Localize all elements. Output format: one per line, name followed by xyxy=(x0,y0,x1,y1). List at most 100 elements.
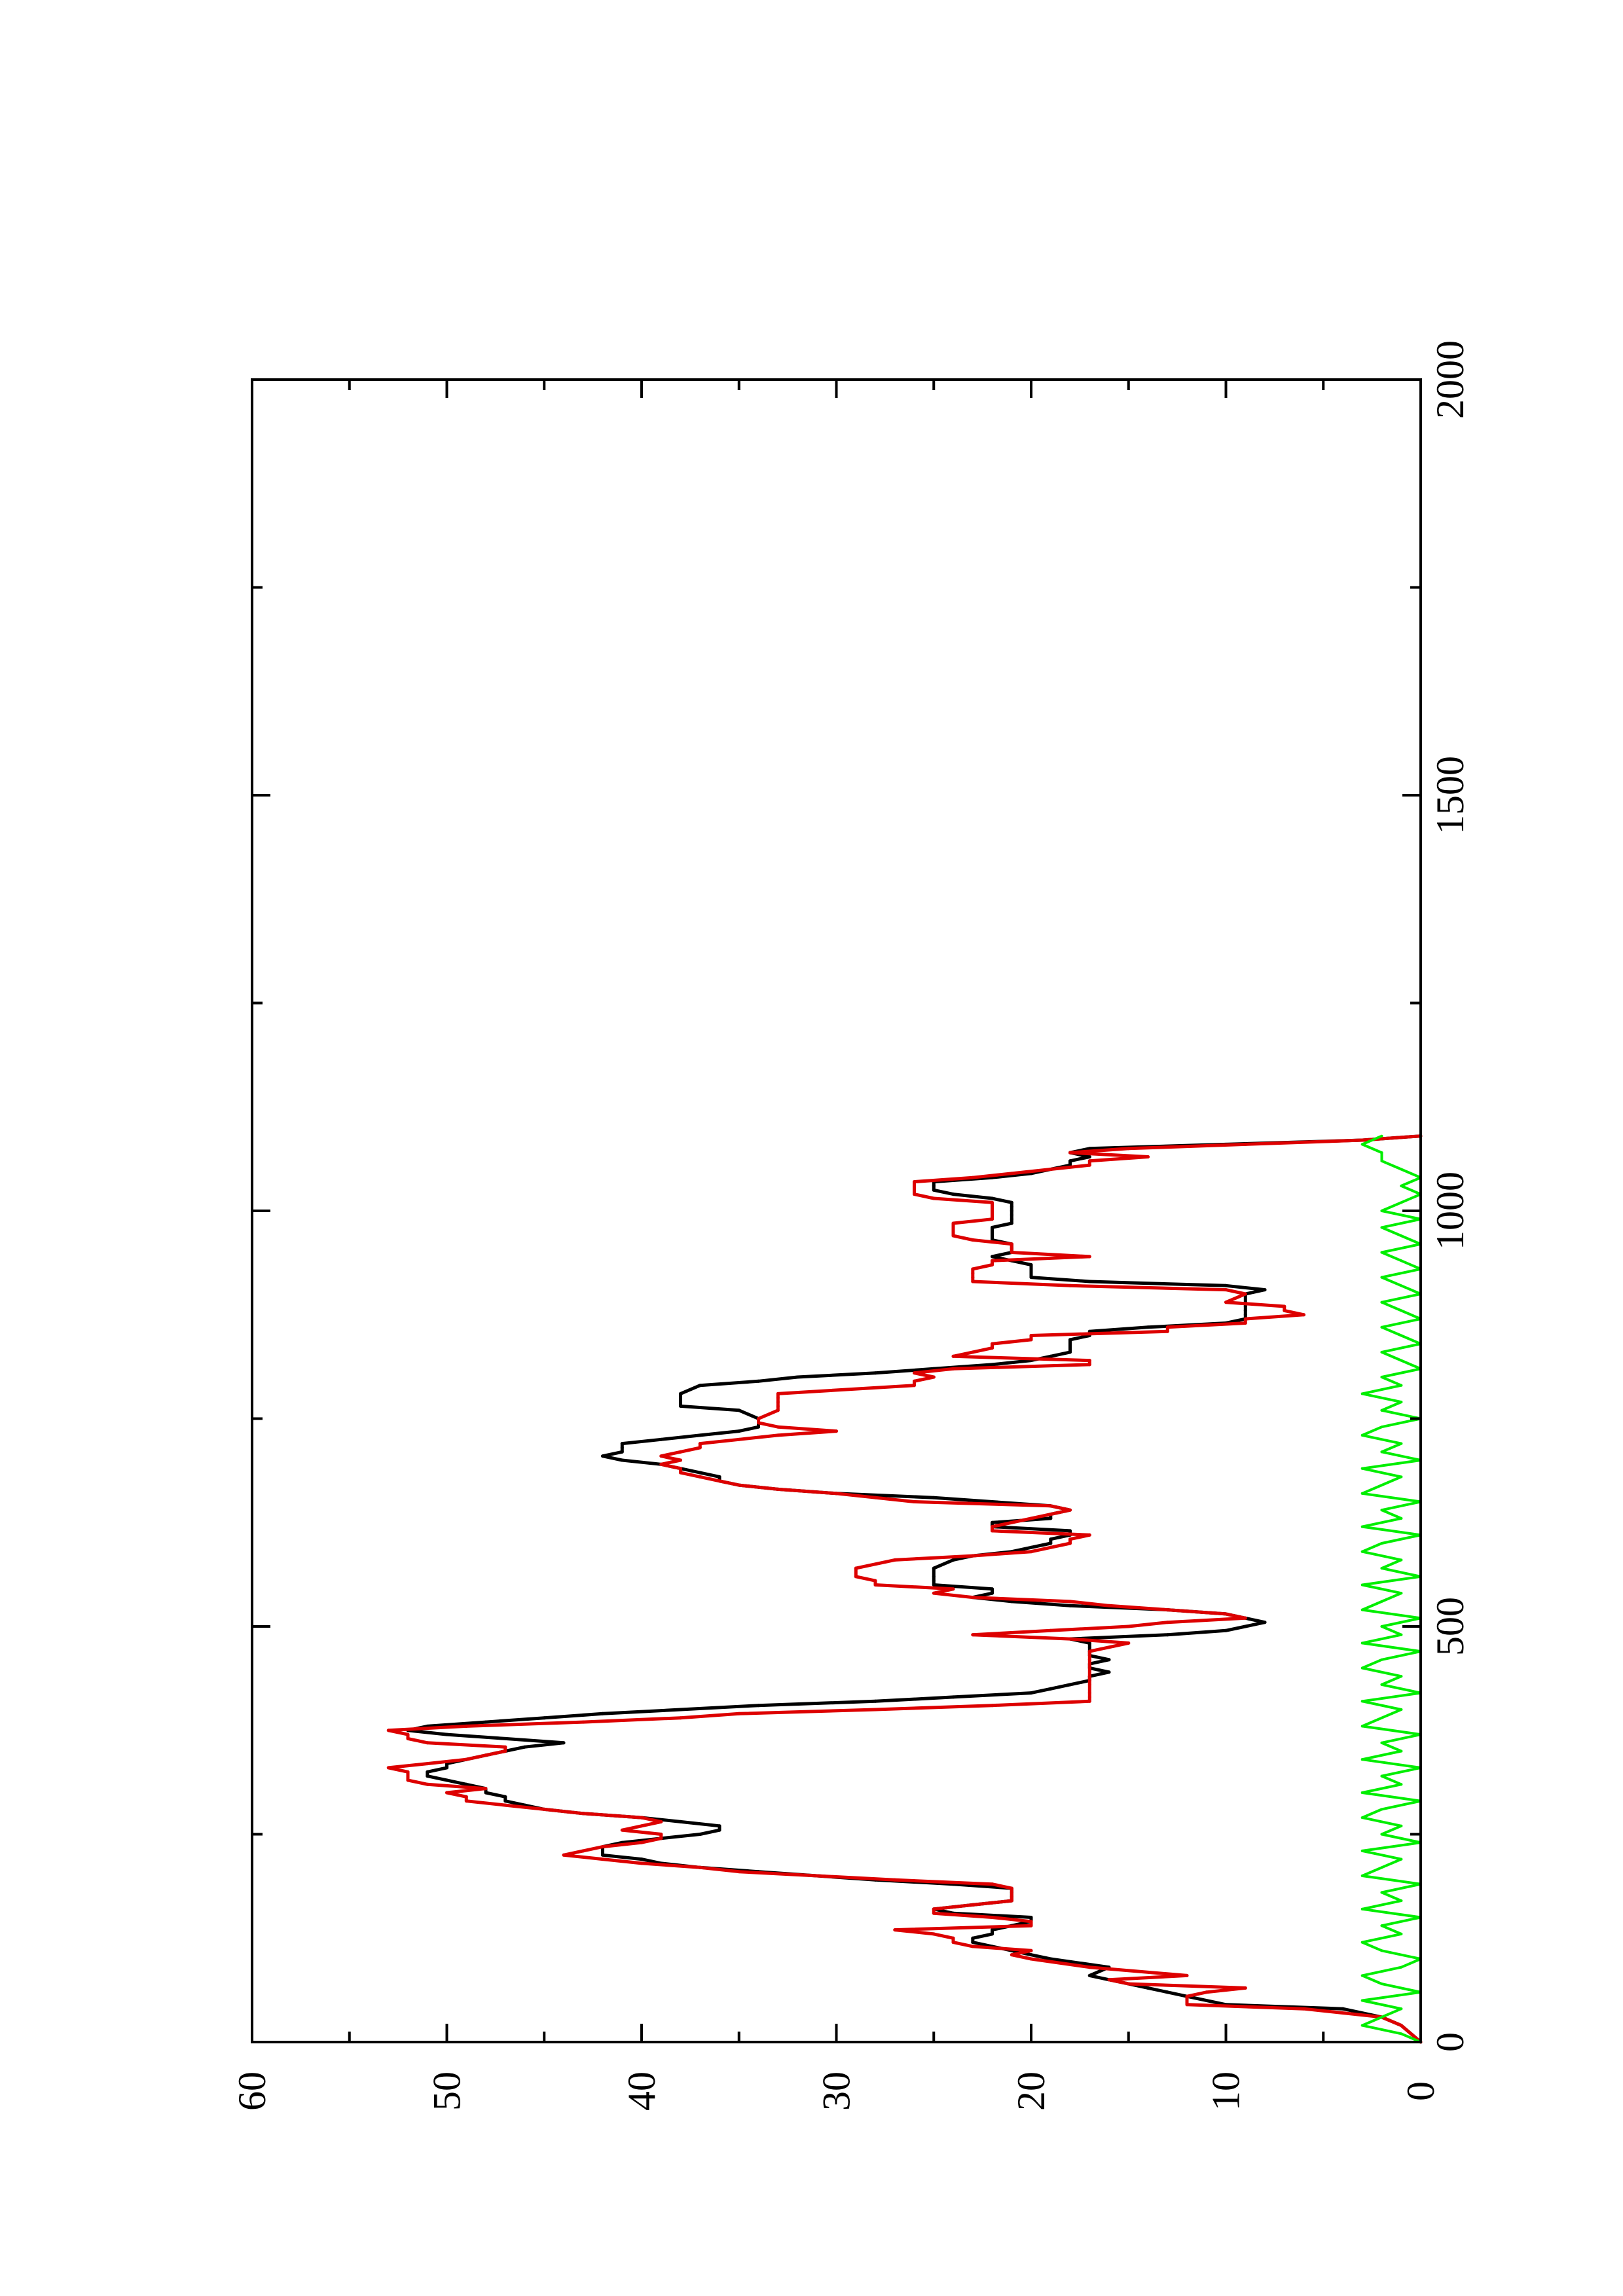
series-1-segment xyxy=(1127,1142,1247,1151)
series-2-segment xyxy=(1360,1974,1383,1986)
series-1-segment xyxy=(1380,2015,1403,2028)
series-1-segment xyxy=(951,1363,1091,1371)
series-0-segment xyxy=(601,1853,644,1861)
series-1-segment xyxy=(1087,1641,1131,1653)
series-1-segment xyxy=(893,1878,994,1886)
series-2-segment xyxy=(1380,1774,1403,1786)
series-1-segment xyxy=(873,1704,994,1712)
series-2-segment xyxy=(1400,2032,1422,2043)
series-0-segment xyxy=(426,1766,448,1774)
series-1-segment xyxy=(1087,1965,1189,1977)
series-1-segment xyxy=(991,1529,1091,1537)
series-1-segment xyxy=(991,1520,1013,1529)
series-2-segment xyxy=(1360,1516,1403,1528)
series-0-segment xyxy=(991,1221,1013,1229)
series-0-segment xyxy=(737,1408,760,1420)
series-1-segment xyxy=(1029,1329,1169,1337)
series-1-segment xyxy=(698,1865,741,1874)
series-2-segment xyxy=(1380,1799,1422,1811)
series-1-segment xyxy=(464,1753,488,1761)
series-1-segment xyxy=(406,1778,429,1786)
series-0-segment xyxy=(991,1196,1013,1204)
series-2 xyxy=(1360,1134,1422,2043)
series-2-segment xyxy=(1380,1242,1422,1254)
series-0-segment xyxy=(640,1857,663,1865)
series-0-segment xyxy=(1049,1350,1072,1358)
series-0-segment xyxy=(932,1188,955,1196)
series-2-segment xyxy=(1400,1309,1422,1321)
series-1-segment xyxy=(1107,1604,1169,1612)
series-1-segment xyxy=(679,1712,741,1720)
series-1-segment xyxy=(1165,1616,1247,1624)
series-0-segment xyxy=(757,1699,877,1708)
series-0-segment xyxy=(679,1404,741,1412)
series-2-segment xyxy=(1360,1941,1383,1952)
series-0-segment xyxy=(1068,1679,1091,1687)
series-0-segment xyxy=(1029,1687,1053,1695)
series-2-segment xyxy=(1360,1384,1403,1395)
series-2-segment xyxy=(1360,1874,1422,1886)
series-2-segment xyxy=(1380,1683,1422,1695)
series-2-segment xyxy=(1360,1550,1403,1562)
series-2-segment xyxy=(1380,1592,1403,1603)
series-0-segment xyxy=(484,1791,507,1799)
series-1-segment xyxy=(640,1816,663,1823)
series-1-segment xyxy=(971,1628,1053,1637)
series-0-segment xyxy=(1010,1259,1033,1266)
series-1-segment xyxy=(815,1874,897,1882)
series-1-segment xyxy=(1029,1957,1091,1969)
series-1-segment xyxy=(426,1741,507,1749)
series-0-segment xyxy=(1010,1600,1072,1607)
series-1-segment xyxy=(640,1861,702,1869)
series-2-segment xyxy=(1380,1891,1403,1903)
series-2-segment xyxy=(1380,1367,1422,1378)
series-2-segment xyxy=(1360,1484,1383,1495)
series-2-segment xyxy=(1380,1625,1403,1636)
series-1-segment xyxy=(581,1716,682,1724)
series-0-segment xyxy=(1049,1533,1072,1541)
series-0-segment xyxy=(679,1467,702,1475)
series-1-segment xyxy=(503,1803,546,1811)
series-0-segment xyxy=(426,1774,448,1782)
series-0-segment xyxy=(1224,1283,1267,1292)
series-1-segment xyxy=(1010,1168,1053,1175)
series-1-segment xyxy=(1165,1321,1247,1329)
series-2-segment xyxy=(1380,1558,1403,1570)
series-1-segment xyxy=(951,1941,975,1948)
series-2-segment xyxy=(1360,1866,1383,1877)
series-1-segment xyxy=(932,1932,955,1940)
series-1-segment xyxy=(562,1849,585,1857)
series-0-segment xyxy=(1165,1990,1189,1998)
series-2-segment xyxy=(1360,1525,1422,1537)
series-2-segment xyxy=(1360,1932,1403,1944)
series-2-segment xyxy=(1400,1184,1422,1196)
y-tick-label: 20 xyxy=(1010,2072,1053,2111)
series-1-segment xyxy=(1165,1608,1228,1616)
series-1-segment xyxy=(893,1554,975,1562)
series-2-segment xyxy=(1380,1982,1422,1994)
series-0-segment xyxy=(757,1375,799,1383)
series-2-segment xyxy=(1360,1542,1383,1553)
series-1-segment xyxy=(951,1350,975,1358)
series-1-segment xyxy=(913,1193,936,1200)
series-1-segment xyxy=(991,1338,1033,1346)
series-1-segment xyxy=(581,1812,644,1820)
series-0-segment xyxy=(679,1384,702,1395)
series-1-segment xyxy=(737,1870,819,1878)
series-2-segment xyxy=(1380,1293,1422,1304)
series-0-segment xyxy=(445,1732,507,1740)
series-1-segment xyxy=(971,1280,1072,1287)
series-2-segment xyxy=(1380,1442,1403,1454)
series-0-segment xyxy=(698,1471,721,1479)
series-2-segment xyxy=(1360,1725,1422,1736)
series-2-segment xyxy=(1360,1816,1403,1827)
series-2-segment xyxy=(1360,1758,1422,1769)
plot-frame xyxy=(251,378,1422,2043)
series-2-segment xyxy=(1360,1633,1403,1645)
series-2-segment xyxy=(1360,1899,1403,1910)
series-1-segment xyxy=(426,1782,488,1791)
series-2-segment xyxy=(1360,1783,1403,1794)
series-2-segment xyxy=(1360,1841,1422,1852)
series-0-segment xyxy=(406,1729,448,1736)
series-1-segment xyxy=(913,1367,955,1375)
